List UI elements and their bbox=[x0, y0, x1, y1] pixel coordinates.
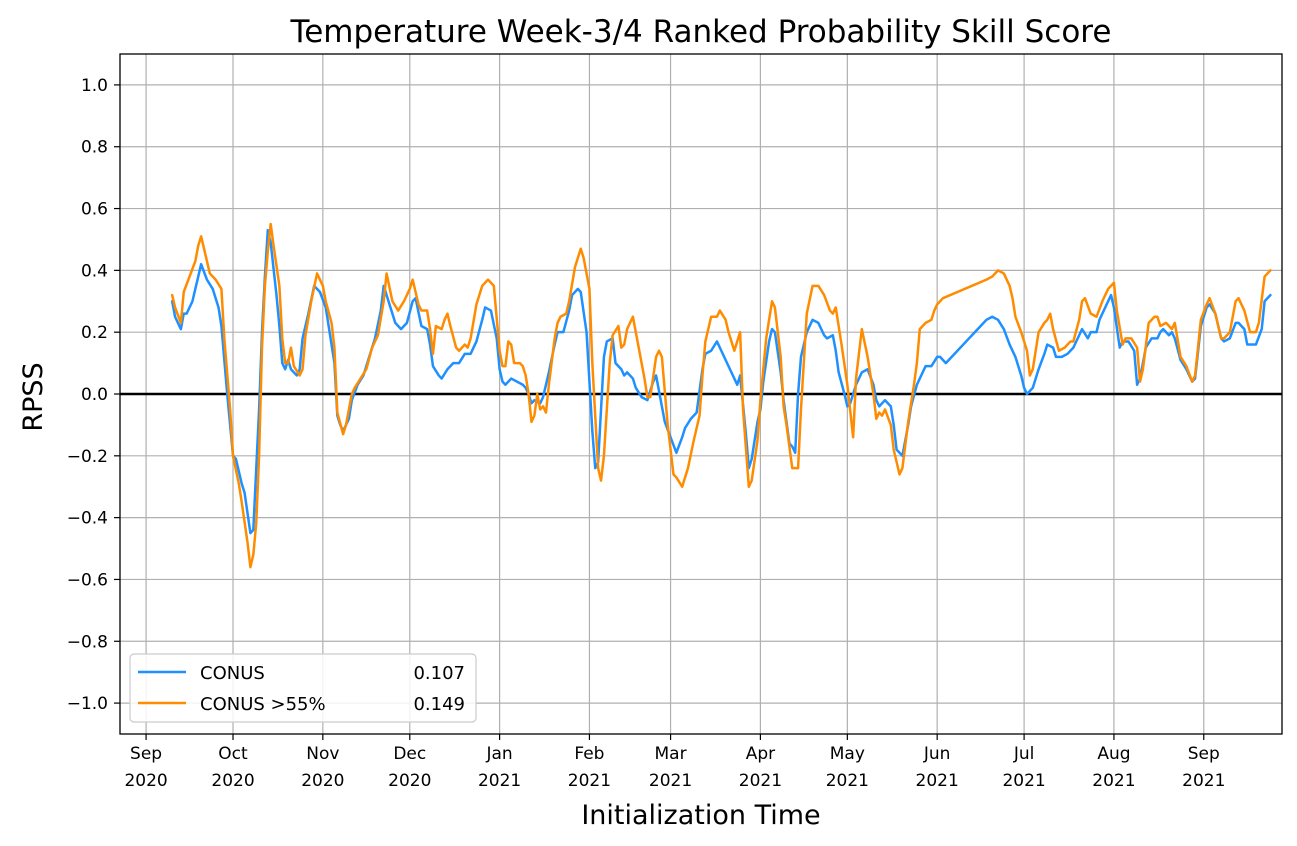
x-tick-year-label: 2020 bbox=[124, 771, 167, 791]
y-tick-label: 0.6 bbox=[81, 200, 108, 220]
x-tick-year-label: 2021 bbox=[649, 771, 692, 791]
y-axis-label: RPSS bbox=[18, 362, 49, 431]
series-line-1 bbox=[170, 222, 1272, 569]
legend: CONUS 0.107 CONUS >55% 0.149 bbox=[129, 653, 477, 723]
x-tick-month-label: Jan bbox=[486, 744, 513, 764]
x-tick-year-label: 2021 bbox=[739, 771, 782, 791]
x-tick-year-label: 2020 bbox=[388, 771, 431, 791]
legend-series-name: CONUS bbox=[200, 663, 265, 684]
y-tick-label: 0.4 bbox=[81, 261, 108, 281]
x-tick-month-label: Nov bbox=[306, 744, 339, 764]
y-tick-label: 0.0 bbox=[81, 385, 108, 405]
axis-ticks: −1.0 −0.8 −0.6 −0.4 −0.2 0.0 0.2 0.4 0.6 0.8 1.0 Se… bbox=[67, 76, 1226, 791]
x-tick-month-label: May bbox=[830, 744, 865, 764]
x-tick-year-label: 2021 bbox=[1092, 771, 1135, 791]
legend-series-summary: 0.149 bbox=[413, 694, 465, 715]
plot-frame bbox=[119, 53, 1283, 735]
y-tick-label: −0.4 bbox=[67, 509, 108, 529]
x-tick-month-label: Jul bbox=[1013, 744, 1035, 764]
y-tick-label: −1.0 bbox=[67, 694, 108, 714]
x-tick-year-label: 2021 bbox=[478, 771, 521, 791]
x-tick-year-label: 2021 bbox=[1002, 771, 1045, 791]
x-tick-month-label: Jun bbox=[923, 744, 951, 764]
x-tick-month-label: Dec bbox=[393, 744, 426, 764]
chart-title: Temperature Week-3/4 Ranked Probability … bbox=[290, 14, 1112, 50]
x-axis-label: Initialization Time bbox=[581, 800, 820, 831]
y-tick-label: 0.8 bbox=[81, 138, 108, 158]
x-tick-month-label: Feb bbox=[574, 744, 604, 764]
legend-box bbox=[129, 653, 477, 723]
x-tick-year-label: 2020 bbox=[211, 771, 254, 791]
x-tick-month-label: Mar bbox=[655, 744, 687, 764]
x-tick-month-label: Sep bbox=[1188, 744, 1220, 764]
series-lines bbox=[170, 222, 1272, 569]
x-tick-year-label: 2021 bbox=[916, 771, 959, 791]
x-tick-year-label: 2021 bbox=[1182, 771, 1225, 791]
x-tick-month-label: Oct bbox=[218, 744, 248, 764]
x-tick-month-label: Aug bbox=[1097, 744, 1130, 764]
y-tick-label: −0.2 bbox=[67, 447, 108, 467]
x-tick-month-label: Apr bbox=[746, 744, 775, 764]
y-tick-label: 0.2 bbox=[81, 323, 108, 343]
x-tick-year-label: 2020 bbox=[301, 771, 344, 791]
y-tick-label: 1.0 bbox=[81, 76, 108, 96]
y-tick-label: −0.6 bbox=[67, 570, 108, 590]
legend-series-summary: 0.107 bbox=[413, 663, 465, 684]
x-tick-year-label: 2021 bbox=[826, 771, 869, 791]
y-tick-label: −0.8 bbox=[67, 632, 108, 652]
x-tick-month-label: Sep bbox=[130, 744, 162, 764]
x-tick-year-label: 2021 bbox=[568, 771, 611, 791]
legend-series-name: CONUS >55% bbox=[200, 694, 326, 715]
